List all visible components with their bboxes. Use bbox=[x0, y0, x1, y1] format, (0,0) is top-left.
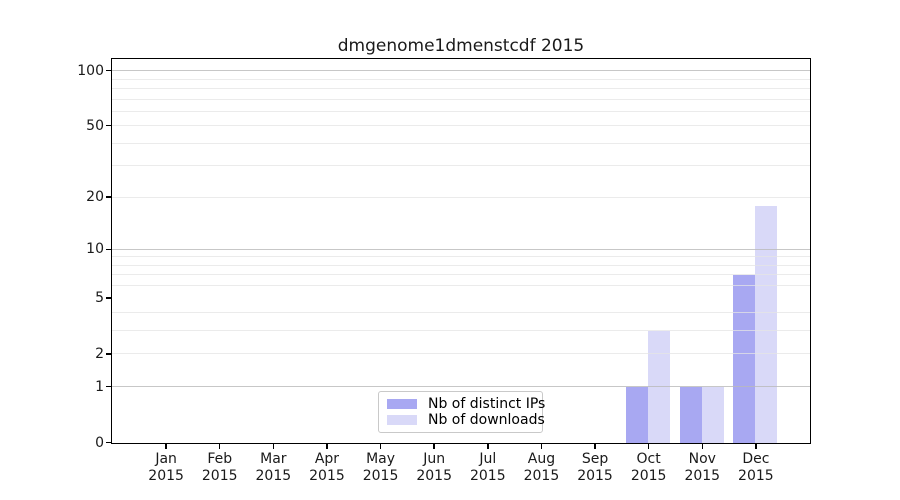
gridline-major bbox=[112, 248, 810, 250]
x-tick bbox=[594, 444, 596, 449]
x-tick-year: 2015 bbox=[362, 468, 399, 484]
x-tick bbox=[540, 444, 543, 449]
x-tick bbox=[165, 444, 167, 449]
grid-layer bbox=[112, 59, 810, 443]
x-tick-month: Nov bbox=[688, 451, 716, 467]
y-tick bbox=[106, 353, 111, 355]
legend: Nb of distinct IPs Nb of downloads bbox=[378, 391, 545, 433]
y-tick-label: 2 bbox=[95, 345, 104, 362]
x-tick bbox=[326, 444, 328, 449]
y-tick bbox=[106, 248, 111, 251]
y-tick bbox=[106, 196, 111, 198]
y-tick-label: 20 bbox=[86, 189, 104, 206]
x-tick bbox=[272, 444, 275, 449]
bar-nb-of-downloads-oct bbox=[648, 331, 671, 443]
x-tick-month: Sep bbox=[581, 451, 609, 467]
gridline-minor bbox=[112, 98, 810, 100]
y-tick-label: 5 bbox=[95, 290, 104, 307]
x-tick-month: Dec bbox=[742, 451, 770, 467]
x-tick bbox=[218, 444, 221, 449]
x-tick-label: Mar 2015 bbox=[241, 451, 305, 485]
y-tick bbox=[106, 385, 111, 388]
x-tick-month: Jun bbox=[423, 451, 446, 467]
y-tick bbox=[106, 297, 111, 299]
gridline-minor bbox=[112, 264, 810, 266]
gridline-minor bbox=[112, 87, 810, 89]
legend-item-downloads: Nb of downloads bbox=[387, 412, 545, 428]
x-tick-label: Jan 2015 bbox=[134, 451, 198, 485]
x-tick-year: 2015 bbox=[738, 468, 774, 484]
gridline-minor bbox=[112, 274, 810, 276]
x-tick-month: Aug bbox=[527, 451, 556, 467]
gridline-minor bbox=[112, 142, 810, 144]
gridline-minor bbox=[112, 78, 810, 80]
x-tick bbox=[755, 444, 757, 449]
x-tick-label: Apr 2015 bbox=[295, 451, 359, 485]
x-tick-month: Jan bbox=[155, 451, 177, 467]
x-tick-label: Sep 2015 bbox=[563, 451, 627, 485]
x-tick-month: Jul bbox=[479, 451, 497, 467]
gridline-major bbox=[112, 386, 810, 388]
legend-label-downloads: Nb of downloads bbox=[428, 412, 545, 429]
x-tick-month: Feb bbox=[207, 451, 233, 467]
x-tick-year: 2015 bbox=[577, 468, 613, 484]
x-tick-year: 2015 bbox=[630, 468, 667, 484]
bar-nb-of-distinct-ips-nov bbox=[679, 387, 702, 443]
x-tick-year: 2015 bbox=[684, 468, 721, 484]
x-tick-label: Oct 2015 bbox=[617, 451, 681, 485]
chart-title: dmgenome1dmenstcdf 2015 bbox=[337, 36, 585, 56]
gridline-minor bbox=[112, 165, 810, 167]
x-tick bbox=[379, 444, 382, 449]
gridline-minor bbox=[112, 330, 810, 332]
x-tick-year: 2015 bbox=[148, 468, 184, 484]
x-tick bbox=[433, 444, 435, 449]
x-tick-label: Dec 2015 bbox=[724, 451, 788, 485]
x-tick-label: Aug 2015 bbox=[509, 451, 573, 485]
gridline-minor bbox=[112, 285, 810, 287]
x-tick-month: Oct bbox=[636, 451, 661, 467]
y-tick-label: 50 bbox=[86, 117, 104, 134]
x-tick-year: 2015 bbox=[309, 468, 345, 484]
x-tick-label: Nov 2015 bbox=[670, 451, 734, 485]
y-tick-label: 100 bbox=[77, 62, 104, 79]
y-tick bbox=[106, 441, 111, 444]
x-tick-year: 2015 bbox=[469, 468, 506, 484]
x-tick-year: 2015 bbox=[201, 468, 238, 484]
x-tick-label: Feb 2015 bbox=[188, 451, 252, 485]
y-tick-label: 1 bbox=[95, 378, 104, 395]
x-tick-year: 2015 bbox=[255, 468, 292, 484]
legend-item-distinct-ips: Nb of distinct IPs bbox=[387, 396, 545, 412]
x-tick-label: Jun 2015 bbox=[402, 451, 466, 485]
gridline-minor bbox=[112, 256, 810, 258]
plot-area bbox=[111, 58, 811, 444]
y-tick bbox=[106, 124, 111, 127]
x-tick-label: Jul 2015 bbox=[456, 451, 520, 485]
x-tick-year: 2015 bbox=[416, 468, 452, 484]
bar-nb-of-distinct-ips-dec bbox=[733, 275, 756, 443]
y-tick-label: 10 bbox=[86, 241, 104, 258]
bar-nb-of-downloads-nov bbox=[701, 387, 724, 443]
y-tick bbox=[106, 69, 111, 72]
gridline-major bbox=[112, 70, 810, 72]
y-tick-label: 0 bbox=[95, 434, 104, 451]
bar-nb-of-distinct-ips-oct bbox=[626, 387, 649, 443]
x-tick-label: May 2015 bbox=[349, 451, 413, 485]
legend-swatch-downloads-icon bbox=[387, 415, 417, 426]
x-tick-month: May bbox=[366, 451, 396, 467]
x-tick bbox=[647, 444, 650, 449]
x-tick-month: Mar bbox=[260, 451, 287, 467]
gridline-minor bbox=[112, 196, 810, 198]
legend-swatch-distinct-ips-icon bbox=[387, 398, 417, 409]
x-tick-year: 2015 bbox=[523, 468, 560, 484]
gridline-minor bbox=[112, 110, 810, 112]
legend-label-distinct-ips: Nb of distinct IPs bbox=[428, 395, 546, 412]
x-tick bbox=[487, 444, 489, 449]
gridline-minor bbox=[112, 125, 810, 127]
x-tick bbox=[701, 444, 704, 449]
x-tick-month: Apr bbox=[314, 451, 340, 467]
gridline-minor bbox=[112, 353, 810, 355]
gridline-minor bbox=[112, 312, 810, 314]
